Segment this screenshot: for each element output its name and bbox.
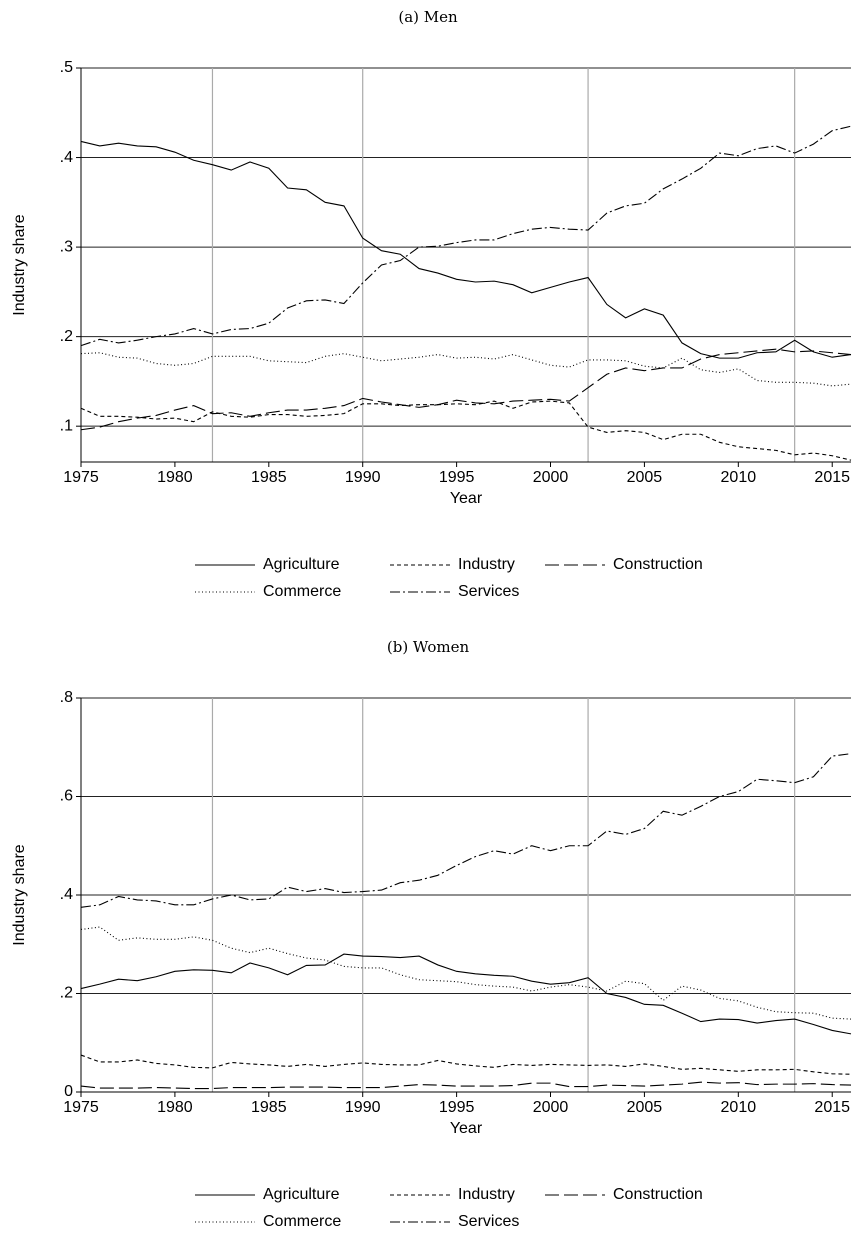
x-tick-label: 1995 [439,469,475,486]
x-tick-label: 1995 [439,1099,475,1116]
y-tick-label: .5 [60,59,73,76]
x-tick-label: 1990 [345,1099,381,1116]
x-tick-label: 1985 [251,469,287,486]
series-line [80,348,852,431]
x-tick-label: 2000 [533,469,569,486]
x-tick-label: 1975 [63,1099,99,1116]
y-tick-label: .3 [60,238,73,255]
chart-title: (b) Women [387,638,470,656]
legend-label: Commerce [263,583,341,600]
legend-label: Commerce [263,1213,341,1230]
y-axis-label: Industry share [11,214,28,315]
x-tick-label: 1990 [345,469,381,486]
legend-label: Services [458,1213,519,1230]
x-tick-label: 1980 [157,1099,193,1116]
x-tick-label: 2010 [721,1099,757,1116]
y-tick-label: 0 [64,1083,73,1100]
legend-label: Industry [458,1186,515,1203]
x-tick-label: 1985 [251,1099,287,1116]
y-tick-label: .2 [60,328,73,345]
series-line [80,753,852,908]
x-axis-label: Year [450,490,483,507]
legend-label: Agriculture [263,556,340,573]
legend-label: Services [458,583,519,600]
y-tick-label: .2 [60,985,73,1002]
legend-label: Construction [613,556,703,573]
x-tick-label: 1980 [157,469,193,486]
x-axis-label: Year [450,1120,483,1137]
x-tick-label: 2005 [627,1099,663,1116]
series-line [80,1081,852,1090]
x-tick-label: 2005 [627,469,663,486]
series-line [80,1054,852,1075]
x-tick-label: 2015 [814,1099,850,1116]
series-line [80,125,852,347]
x-tick-label: 2015 [814,469,850,486]
series-line [80,352,852,387]
legend-label: Agriculture [263,1186,340,1203]
y-tick-label: .4 [60,886,73,903]
y-tick-label: .4 [60,149,73,166]
series-line [80,953,852,1035]
legend-label: Industry [458,556,515,573]
x-tick-label: 2010 [721,469,757,486]
series-line [80,400,852,461]
series-line [80,140,852,359]
y-tick-label: .6 [60,788,73,805]
x-tick-label: 1975 [63,469,99,486]
y-tick-label: .1 [60,417,73,434]
series-line [80,926,852,1020]
y-axis-label: Industry share [11,844,28,945]
x-tick-label: 2000 [533,1099,569,1116]
chart-title: (a) Men [398,8,458,26]
legend-label: Construction [613,1186,703,1203]
y-tick-label: .8 [60,689,73,706]
